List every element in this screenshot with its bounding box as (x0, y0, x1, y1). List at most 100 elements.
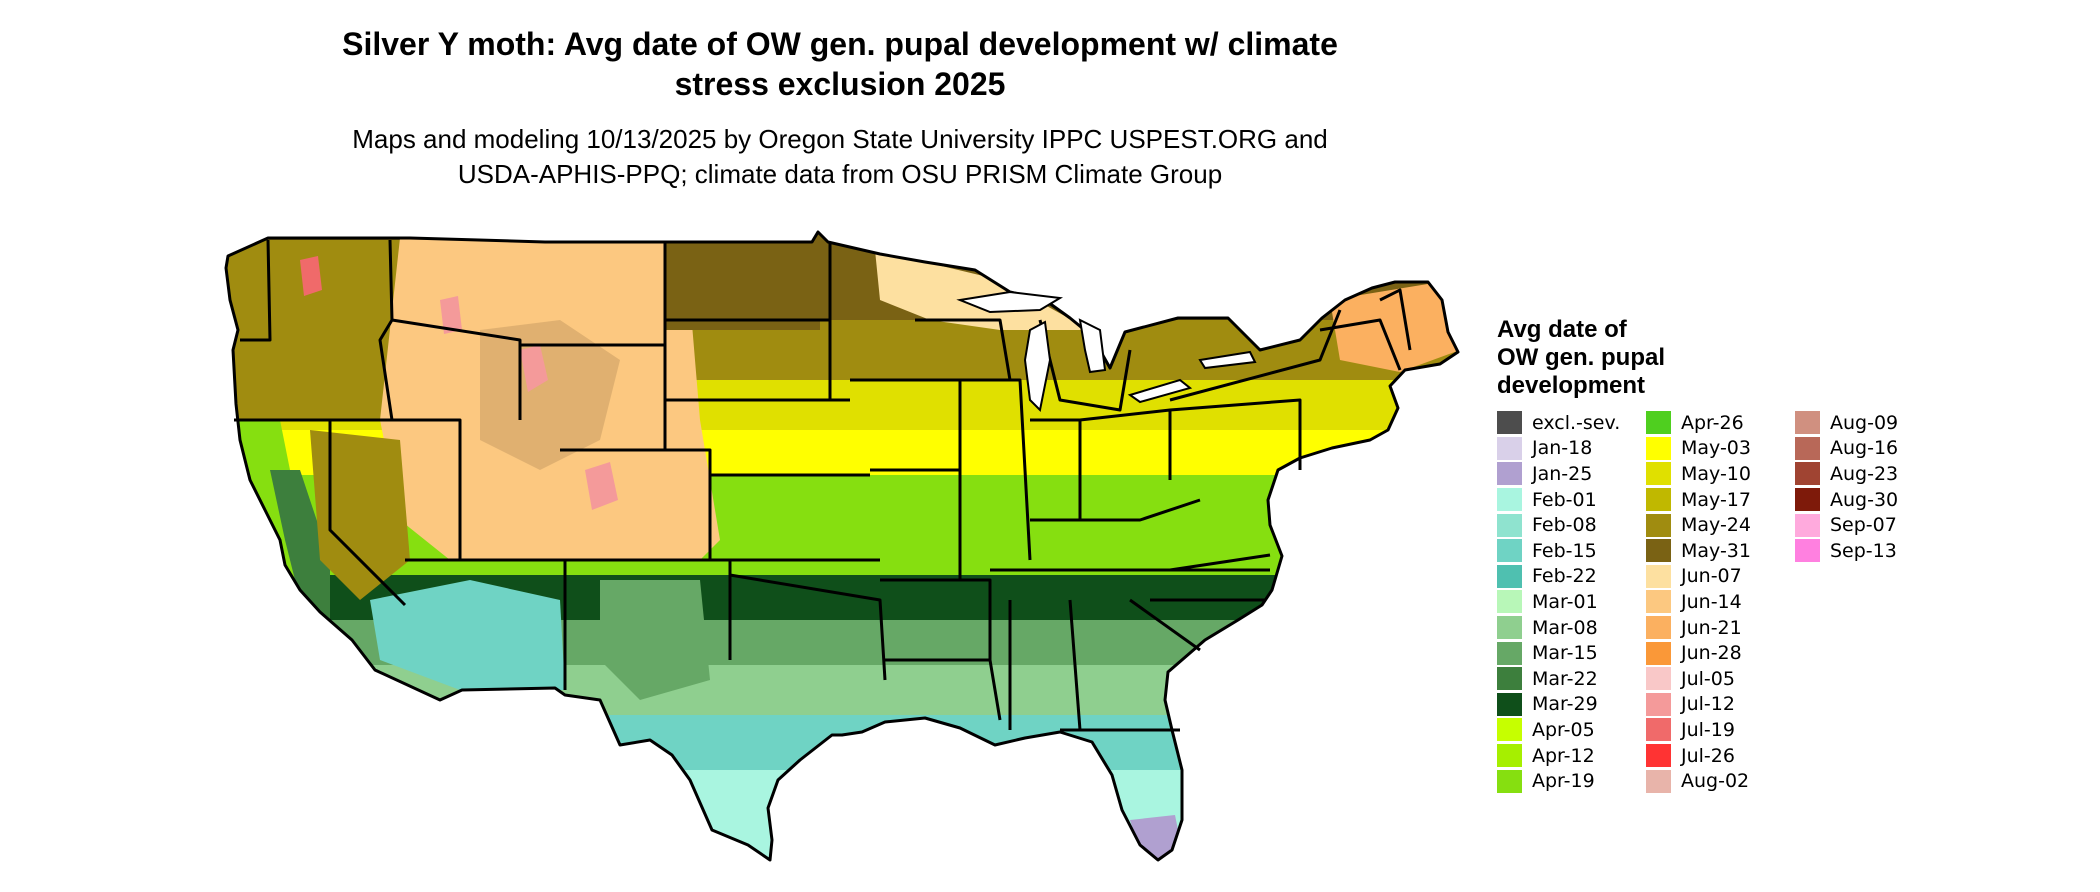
legend-item: Apr-26 (1646, 410, 1795, 436)
legend-swatch (1646, 616, 1671, 640)
legend-swatch (1646, 411, 1671, 435)
legend-item: Sep-07 (1795, 512, 1944, 538)
legend-swatch (1646, 590, 1671, 614)
legend-label: Jun-14 (1681, 590, 1742, 613)
map-subtitle-line-2: USDA-APHIS-PPQ; climate data from OSU PR… (457, 159, 1223, 189)
lake-erie (1127, 378, 1193, 404)
legend-label: Mar-22 (1532, 667, 1598, 690)
map-title-line-1: Silver Y moth: Avg date of OW gen. pupal… (342, 26, 1338, 62)
legend-item: Apr-19 (1497, 768, 1646, 794)
legend-label: May-24 (1681, 514, 1751, 537)
legend-label: Jul-26 (1681, 744, 1735, 767)
legend-swatch (1497, 769, 1522, 793)
legend-item: Jul-05 (1646, 666, 1795, 692)
boundary-la (885, 658, 1002, 721)
legend-label: Feb-01 (1532, 488, 1597, 511)
legend-swatch (1497, 462, 1522, 486)
legend-label: Jun-07 (1681, 565, 1742, 588)
boundary-ca-nv (328, 420, 407, 607)
legend-item: Jul-26 (1646, 743, 1795, 769)
map-subtitle: Maps and modeling 10/13/2025 by Oregon S… (0, 122, 1680, 192)
legend-swatch (1646, 462, 1671, 486)
legend-label: Apr-12 (1532, 744, 1595, 767)
boundary-mt-south (391, 318, 522, 420)
region-nevada (310, 430, 410, 600)
lake-michigan (1023, 320, 1052, 413)
legend-swatch (1795, 411, 1820, 435)
legend-swatch (1497, 539, 1522, 563)
region-california-valley (270, 470, 330, 620)
band-gulf (226, 715, 1458, 770)
boundary-ne-states (1319, 318, 1402, 371)
legend-label: Aug-09 (1830, 411, 1899, 434)
legend-item: Mar-15 (1497, 640, 1646, 666)
legend-item: Aug-30 (1795, 487, 1944, 513)
boundary-nv-ut (330, 418, 462, 560)
region-texas-west (600, 580, 710, 700)
legend-swatch (1795, 436, 1820, 460)
legend-swatch (1646, 564, 1671, 588)
legend-label: Feb-15 (1532, 539, 1597, 562)
legend-swatch (1497, 436, 1522, 460)
legend-swatch (1646, 744, 1671, 768)
legend: Avg date of OW gen. pupal development ex… (1497, 316, 1957, 794)
legend-label: Jul-05 (1681, 667, 1735, 690)
legend-swatch (1646, 436, 1671, 460)
legend-label: Mar-15 (1532, 642, 1598, 665)
legend-label: Jul-12 (1681, 693, 1735, 716)
legend-item: excl.-sev. (1497, 410, 1646, 436)
legend-label: Aug-16 (1830, 437, 1899, 460)
legend-item: Jun-28 (1646, 640, 1795, 666)
legend-label: Jun-21 (1681, 616, 1742, 639)
legend-item: Jul-19 (1646, 717, 1795, 743)
boundary-pa (1169, 398, 1302, 470)
legend-item: Mar-08 (1497, 615, 1646, 641)
legend-label: Aug-23 (1830, 462, 1899, 485)
legend-swatch (1497, 590, 1522, 614)
map-title-line-2: stress exclusion 2025 (674, 66, 1006, 102)
legend-swatch (1497, 564, 1522, 588)
region-high-peaks-3 (300, 256, 322, 296)
legend-column: Aug-09 Aug-16 Aug-23 Aug-30 Sep-07 Sep-13 (1795, 410, 1944, 794)
legend-item: Mar-01 (1497, 589, 1646, 615)
legend-item: Jul-12 (1646, 692, 1795, 718)
legend-title-line-3: development (1497, 372, 1646, 399)
legend-label: May-31 (1681, 539, 1751, 562)
region-mountain-west-inner (480, 320, 620, 470)
legend-item: Jun-14 (1646, 589, 1795, 615)
legend-item: Apr-12 (1497, 743, 1646, 769)
legend-item: Jun-21 (1646, 615, 1795, 641)
legend-label: Aug-02 (1681, 770, 1750, 793)
legend-swatch (1795, 513, 1820, 537)
legend-swatch (1497, 641, 1522, 665)
legend-label: Sep-13 (1830, 539, 1897, 562)
legend-label: Apr-05 (1532, 718, 1595, 741)
legend-swatch (1795, 488, 1820, 512)
legend-label: Mar-29 (1532, 693, 1598, 716)
lake-ontario (1198, 350, 1257, 370)
legend-item: Aug-16 (1795, 436, 1944, 462)
legend-swatch (1646, 488, 1671, 512)
legend-swatch (1646, 718, 1671, 742)
legend-item: Feb-22 (1497, 564, 1646, 590)
boundary-co (560, 448, 712, 560)
legend-label: Jul-19 (1681, 718, 1735, 741)
legend-swatch (1497, 488, 1522, 512)
legend-columns: excl.-sev. Jan-18 Jan-25 Feb-01 Feb-08 Feb-15… (1497, 410, 1957, 794)
legend-label: Apr-26 (1681, 411, 1744, 434)
legend-item: May-24 (1646, 512, 1795, 538)
legend-swatch (1497, 718, 1522, 742)
boundary-ok-tx (729, 573, 887, 681)
legend-label: Feb-22 (1532, 565, 1597, 588)
band-south-lower (226, 665, 1458, 715)
legend-label: May-10 (1681, 462, 1751, 485)
legend-swatch (1646, 641, 1671, 665)
legend-item: May-10 (1646, 461, 1795, 487)
legend-label: Feb-08 (1532, 514, 1597, 537)
map-subtitle-line-1: Maps and modeling 10/13/2025 by Oregon S… (352, 124, 1328, 154)
legend-swatch (1497, 744, 1522, 768)
great-lakes (956, 290, 1257, 413)
legend-item: Jan-25 (1497, 461, 1646, 487)
legend-item: Feb-15 (1497, 538, 1646, 564)
region-high-peaks-1 (520, 345, 548, 392)
